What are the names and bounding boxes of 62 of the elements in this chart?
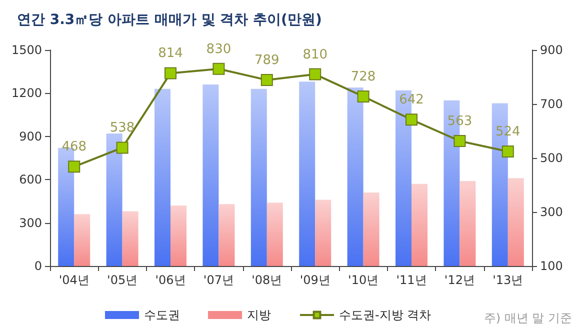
x-tick-label: '07년 xyxy=(203,273,234,287)
bar xyxy=(315,200,332,266)
x-tick-label: '08년 xyxy=(252,273,282,287)
legend-label: 지방 xyxy=(247,308,271,322)
point xyxy=(309,68,322,80)
legend-label: 수도권 xyxy=(144,308,180,322)
point xyxy=(502,146,514,158)
x-tick-label: '11년 xyxy=(396,273,427,287)
text: 주) 매년 말 기준 xyxy=(484,311,572,325)
y-tick-label: 1500 xyxy=(11,43,42,57)
y2-tick-label: 100 xyxy=(540,259,563,273)
data-label: 814 xyxy=(158,46,183,62)
x-tick-label: '06년 xyxy=(155,273,186,287)
data-label: 468 xyxy=(62,140,87,155)
bar xyxy=(299,82,316,266)
x-tick-label: '05년 xyxy=(107,273,138,287)
bar xyxy=(122,211,138,266)
data-label: 830 xyxy=(206,42,232,57)
bar xyxy=(106,134,122,266)
y2-tick-label: 300 xyxy=(540,205,563,219)
point xyxy=(212,62,225,75)
bar xyxy=(154,88,170,266)
chart-title: 연간 3.3㎡당 아파트 매매가 및 격차 추이(만원) xyxy=(17,12,322,28)
bar xyxy=(266,202,283,266)
bar xyxy=(218,204,235,266)
data-label: 538 xyxy=(110,120,135,136)
y2-tick-label: 500 xyxy=(540,151,563,165)
point xyxy=(68,160,80,173)
y2-tick-label: 900 xyxy=(540,43,563,57)
y-tick-label: 900 xyxy=(19,129,42,144)
bar xyxy=(412,184,428,266)
y-tick-label: 1200 xyxy=(11,86,42,100)
data-label: 810 xyxy=(302,47,328,62)
bar xyxy=(74,214,90,266)
data-label: 642 xyxy=(399,92,424,108)
bar xyxy=(250,88,267,266)
point xyxy=(116,142,128,154)
bar xyxy=(170,206,186,266)
point xyxy=(260,74,273,86)
x-tick-label: '12년 xyxy=(444,273,475,287)
data-label: 728 xyxy=(350,69,376,84)
bar xyxy=(202,84,219,266)
y-tick-label: 600 xyxy=(19,172,42,187)
y-tick-label: 300 xyxy=(19,216,42,230)
x-tick-label: '13년 xyxy=(492,273,524,287)
y2-tick-label: 700 xyxy=(540,97,563,111)
y-tick-label: 0 xyxy=(34,259,42,273)
point xyxy=(164,67,176,80)
data-label: 524 xyxy=(495,124,520,140)
data-label: 789 xyxy=(254,52,280,68)
bar xyxy=(363,192,380,266)
x-tick-label: '04년 xyxy=(58,273,90,287)
bar xyxy=(460,181,476,266)
legend-label: 수도권-지방 격차 xyxy=(339,308,432,322)
point xyxy=(357,90,370,102)
x-tick-label: '10년 xyxy=(348,273,379,287)
x-tick-label: '09년 xyxy=(300,273,330,287)
data-label: 563 xyxy=(447,114,472,129)
point xyxy=(454,134,466,147)
bar xyxy=(347,87,364,266)
point xyxy=(406,114,418,126)
bar xyxy=(508,178,524,266)
